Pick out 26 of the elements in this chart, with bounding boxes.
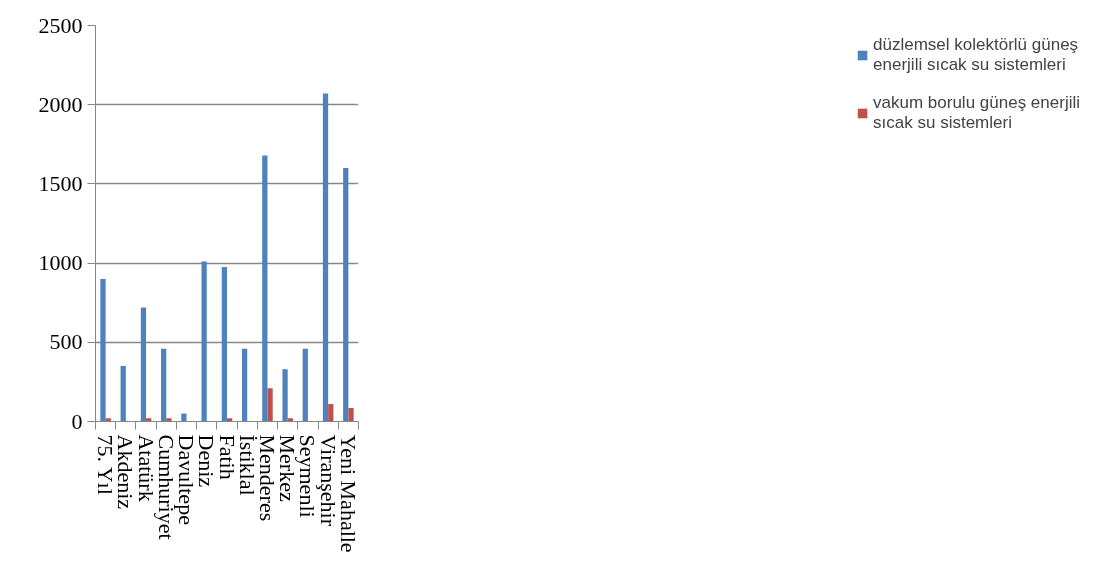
x-tick-label: Yeni Mahalle	[335, 434, 361, 553]
legend-label: düzlemsel kolektörlü güneş enerjili sıcak su sistemleri	[873, 35, 1079, 75]
legend-label: vakum borulu güneş enerjili sıcak su sistemleri	[873, 93, 1080, 133]
y-tick-label: 500	[49, 329, 83, 355]
bar	[201, 261, 207, 422]
bar	[100, 278, 106, 422]
bar	[120, 366, 126, 422]
bar	[262, 155, 268, 422]
bar	[241, 348, 248, 422]
y-tick-label: 2000	[38, 91, 83, 117]
bar	[328, 404, 334, 422]
bar	[221, 267, 227, 422]
y-tick-label: 1000	[38, 250, 83, 276]
bar	[282, 369, 288, 422]
bar	[348, 408, 354, 422]
bar	[322, 93, 329, 422]
y-tick-label: 1500	[38, 170, 83, 196]
y-tick-label: 2500	[38, 12, 83, 38]
bar	[161, 348, 167, 422]
y-tick-label: 0	[71, 408, 83, 434]
bar	[343, 168, 349, 422]
bar	[166, 418, 172, 422]
bar	[140, 307, 147, 422]
bar	[267, 388, 273, 422]
bar	[302, 348, 308, 422]
bar	[181, 413, 187, 422]
